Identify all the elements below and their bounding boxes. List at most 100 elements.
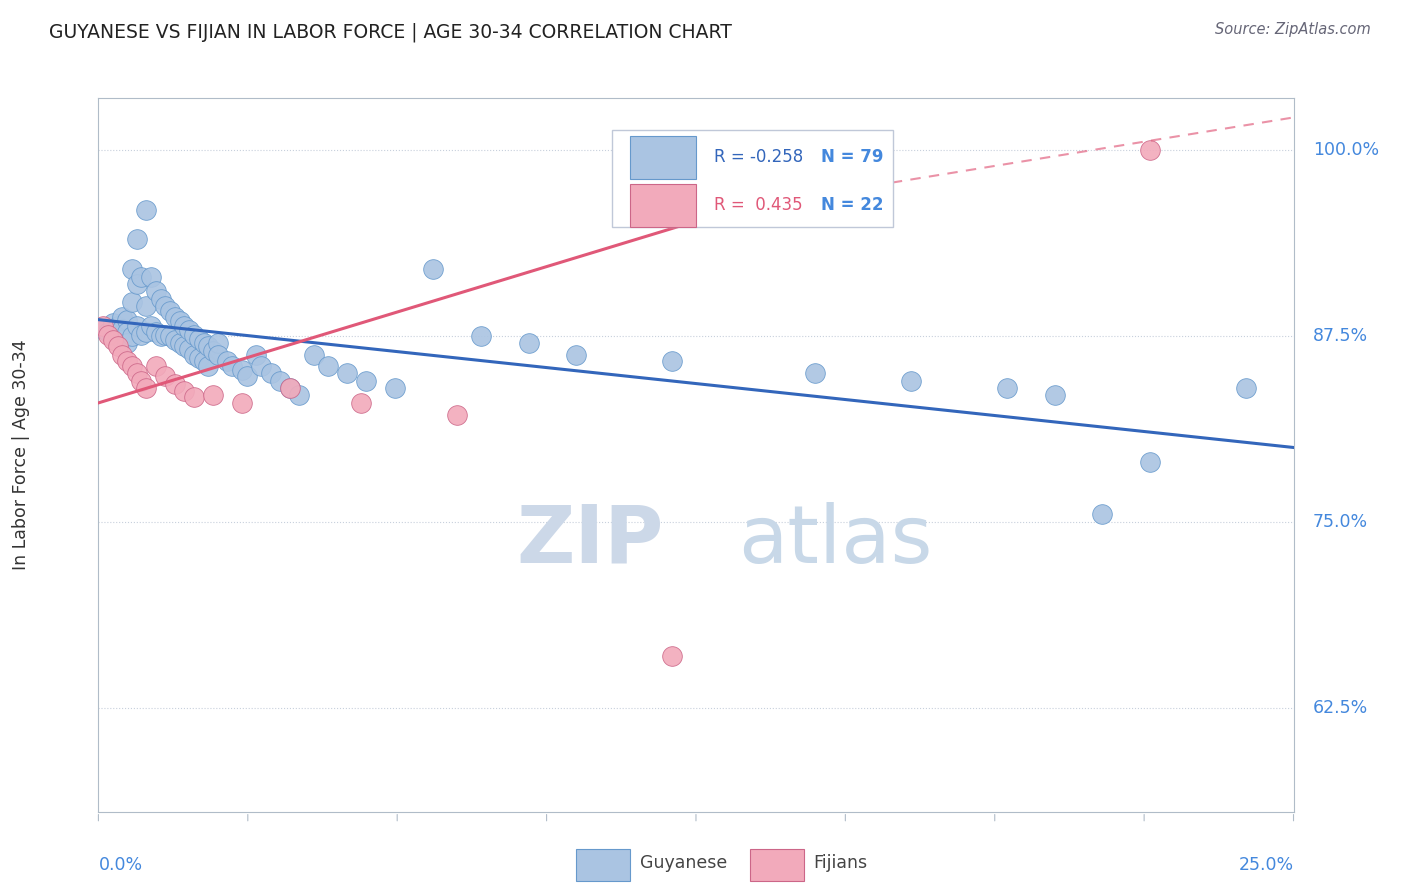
Point [197,339,219,353]
Point [565,348,588,362]
Point [121,329,143,343]
Point [155,327,177,342]
Point [145,359,167,373]
Point [101,327,124,342]
Point [995,381,1018,395]
Point [231,396,253,410]
Point [173,384,195,398]
Point [125,277,148,291]
Point [900,374,922,388]
Point [125,366,148,380]
Point [235,369,257,384]
Text: Fijians: Fijians [813,855,868,872]
Point [155,299,177,313]
Point [470,329,492,343]
FancyBboxPatch shape [630,136,696,178]
Point [422,262,444,277]
Point [446,408,468,422]
Text: atlas: atlas [738,501,932,580]
Point [135,381,157,395]
Point [231,363,253,377]
Point [111,348,134,362]
Point [121,359,143,373]
Point [804,366,827,380]
Text: 100.0%: 100.0% [1313,141,1379,159]
Point [97,325,120,339]
Point [202,343,225,358]
Point [250,359,273,373]
Point [139,318,162,333]
Point [169,336,191,351]
Point [135,325,157,339]
Point [115,336,138,351]
Point [115,325,138,339]
Point [217,354,239,368]
FancyBboxPatch shape [612,130,893,227]
Point [131,374,153,388]
Point [187,351,209,366]
Point [125,318,148,333]
Point [183,390,205,404]
Point [245,348,267,362]
FancyBboxPatch shape [749,849,804,881]
Point [121,262,143,277]
Point [661,648,683,663]
Text: 87.5%: 87.5% [1313,327,1368,345]
Text: In Labor Force | Age 30-34: In Labor Force | Age 30-34 [11,340,30,570]
Point [125,232,148,246]
Point [163,334,186,348]
Point [1091,508,1114,522]
Point [101,316,124,330]
Point [187,332,209,346]
Point [1234,381,1257,395]
Text: N = 22: N = 22 [821,196,884,214]
Point [169,314,191,328]
Point [202,388,225,402]
Point [517,336,540,351]
Point [111,321,134,335]
Point [179,343,201,357]
Text: R = -0.258: R = -0.258 [714,148,803,166]
Point [149,329,172,343]
Point [193,336,215,351]
Point [107,339,129,353]
Point [288,388,311,402]
Text: Guyanese: Guyanese [640,855,727,872]
Point [197,359,219,373]
Point [183,348,205,362]
Point [1043,388,1066,402]
Point [155,369,177,384]
Text: ZIP: ZIP [517,501,664,580]
Point [173,318,195,333]
Point [336,366,359,380]
Point [221,359,243,373]
Text: Source: ZipAtlas.com: Source: ZipAtlas.com [1215,22,1371,37]
FancyBboxPatch shape [576,849,630,881]
Point [159,303,181,318]
Text: R =  0.435: R = 0.435 [714,196,803,214]
Point [179,323,201,337]
Text: GUYANESE VS FIJIAN IN LABOR FORCE | AGE 30-34 CORRELATION CHART: GUYANESE VS FIJIAN IN LABOR FORCE | AGE … [49,22,733,42]
FancyBboxPatch shape [630,184,696,227]
Point [135,299,157,313]
Point [173,339,195,353]
Point [111,334,134,348]
Point [91,318,114,333]
Point [159,329,181,343]
Point [107,329,129,343]
Point [145,325,167,339]
Point [384,381,406,395]
Point [107,318,129,333]
Point [207,348,229,362]
Point [97,327,120,342]
Point [316,359,339,373]
Point [354,374,377,388]
Point [145,285,167,299]
Point [278,381,301,395]
Point [302,348,325,362]
Text: N = 79: N = 79 [821,148,884,166]
Text: 62.5%: 62.5% [1313,698,1368,716]
Point [121,294,143,309]
Point [131,327,153,342]
Point [101,334,124,348]
